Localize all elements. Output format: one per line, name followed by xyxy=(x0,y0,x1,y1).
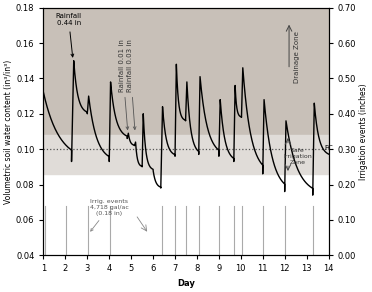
Bar xyxy=(44,0,328,135)
Text: Rainfall 0.01 in: Rainfall 0.01 in xyxy=(119,39,129,130)
Text: Irrig. events
4,718 gal/ac
(0.18 in): Irrig. events 4,718 gal/ac (0.18 in) xyxy=(90,199,129,231)
Text: Rainfall 0.03 in: Rainfall 0.03 in xyxy=(127,39,136,130)
Text: Rainfall
0.44 in: Rainfall 0.44 in xyxy=(56,13,82,57)
Text: FC: FC xyxy=(325,145,333,151)
X-axis label: Day: Day xyxy=(177,279,195,288)
Text: Drainage Zone: Drainage Zone xyxy=(294,31,300,83)
Y-axis label: Volumetric soil water content (in³/in³): Volumetric soil water content (in³/in³) xyxy=(4,59,13,204)
Text: Safe
Irrigation
Zone: Safe Irrigation Zone xyxy=(283,148,312,164)
Bar xyxy=(44,135,328,174)
Y-axis label: Irrigation events (inches): Irrigation events (inches) xyxy=(359,83,368,180)
